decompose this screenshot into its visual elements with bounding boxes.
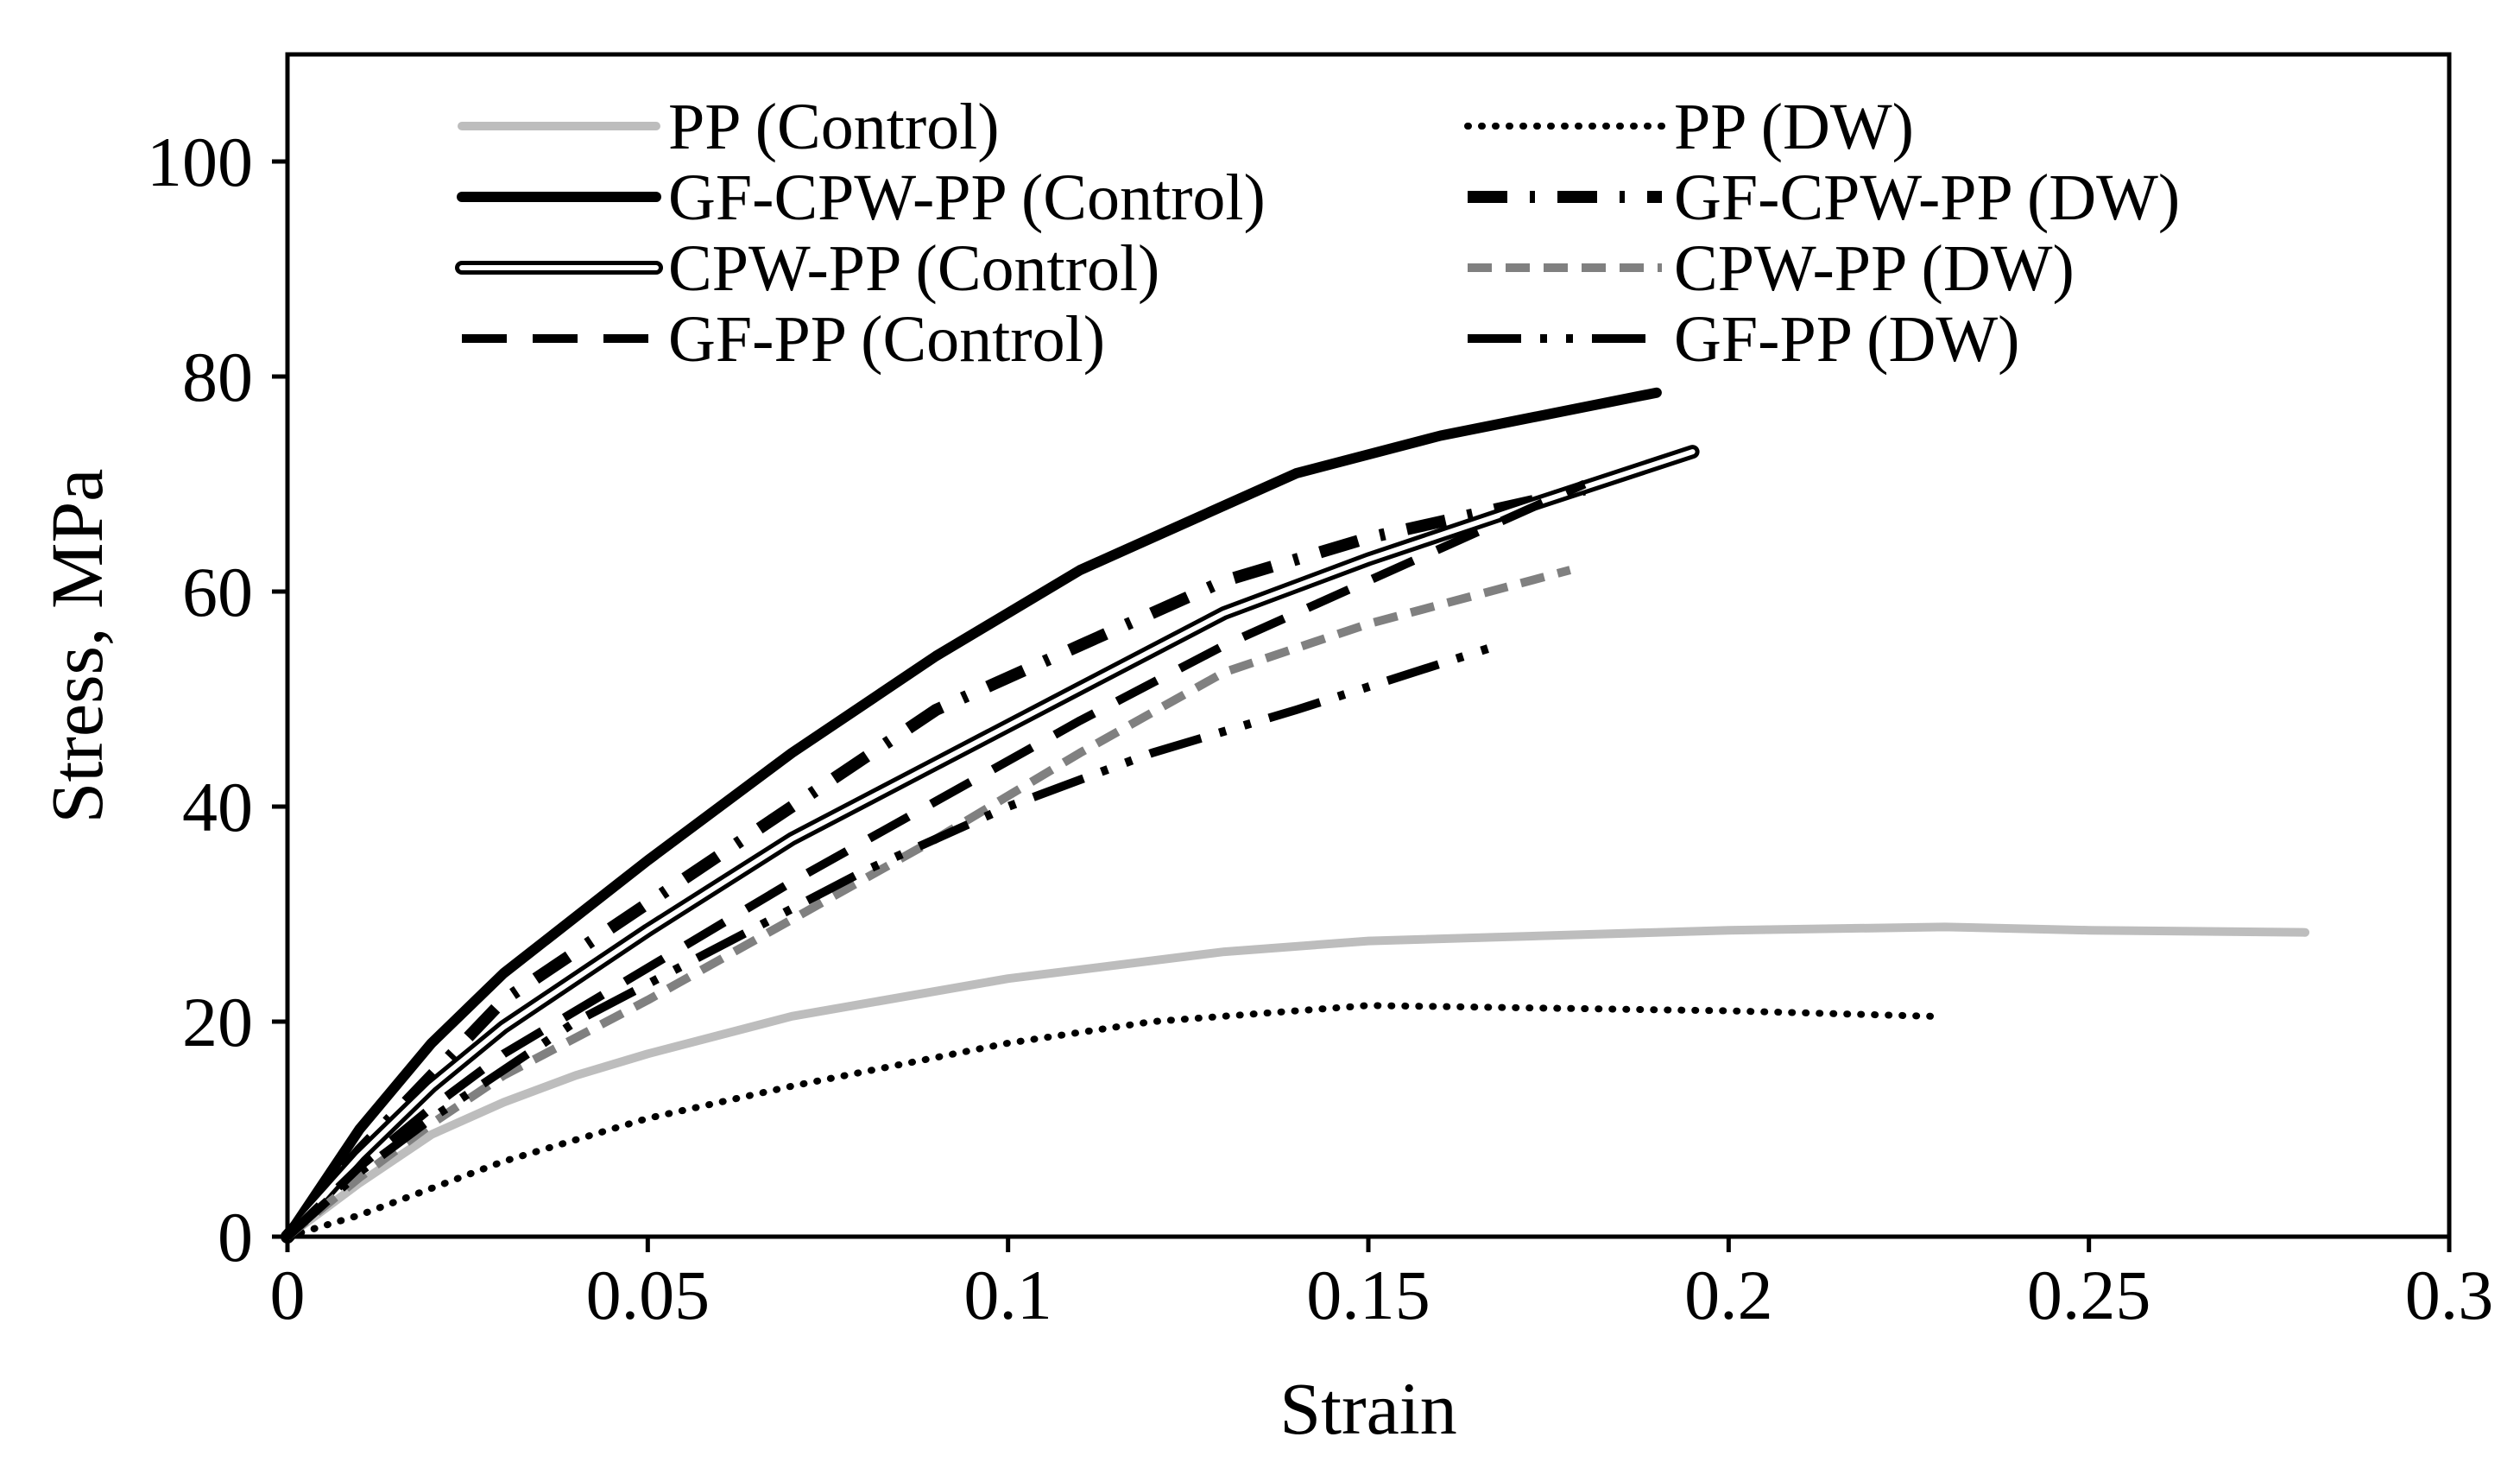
legend-label: GF-PP (Control) <box>668 303 1105 376</box>
legend-entry-gf-cpw-pp-control: GF-CPW-PP (Control) <box>457 161 1266 234</box>
legend-label: CPW-PP (DW) <box>1674 232 2075 305</box>
y-tick-label: 60 <box>182 553 253 631</box>
legend-entry-gf-cpw-pp-dw: GF-CPW-PP (DW) <box>1468 161 2180 234</box>
legend-entry-gf-pp-control: GF-PP (Control) <box>462 303 1105 376</box>
legend-entry-pp-control: PP (Control) <box>458 91 1000 163</box>
legend-label: PP (DW) <box>1674 91 1914 163</box>
y-tick-label: 40 <box>182 768 253 846</box>
series-gf-pp-control <box>284 479 1587 1240</box>
x-axis-title: Strain <box>1279 1367 1456 1450</box>
legend-label: GF-CPW-PP (Control) <box>668 161 1266 234</box>
series-line-gf-pp-dw <box>284 641 1500 1240</box>
x-axis: 0 0.05 0.1 0.15 0.2 0.25 0.3 <box>270 1237 2494 1334</box>
series-gf-cpw-pp-dw <box>282 483 1586 1241</box>
x-tick-label: 0.1 <box>963 1256 1052 1334</box>
legend-entry-gf-pp-dw: GF-PP (DW) <box>1468 303 2019 376</box>
y-tick-label: 20 <box>182 983 253 1061</box>
y-tick-label: 100 <box>147 123 253 201</box>
y-axis: 0 20 40 60 80 100 <box>147 123 287 1276</box>
legend: PP (Control) PP (DW) GF-CPW-PP (Control) GF… <box>455 91 2180 376</box>
series-line-pp-control <box>283 922 2310 1241</box>
series-line-gf-cpw-pp-control <box>282 387 1662 1242</box>
series-gf-cpw-pp-control <box>282 387 1662 1242</box>
legend-label: GF-PP (DW) <box>1674 303 2019 376</box>
x-tick-label: 0.3 <box>2405 1256 2494 1334</box>
series-layer <box>281 387 2310 1244</box>
series-line-gf-cpw-pp-dw <box>282 483 1586 1241</box>
series-cpw-pp-dw <box>284 566 1571 1240</box>
x-tick-label: 0.15 <box>1306 1256 1431 1334</box>
series-pp-dw <box>284 1002 1934 1240</box>
legend-entry-pp-dw: PP (DW) <box>1464 91 1914 163</box>
series-line-pp-dw <box>284 1002 1934 1240</box>
series-cpw-pp-control <box>281 445 1700 1244</box>
y-tick-label: 80 <box>182 338 253 416</box>
x-tick-label: 0.05 <box>586 1256 711 1334</box>
series-line-gf-pp-control <box>284 479 1587 1240</box>
legend-entry-cpw-pp-dw: CPW-PP (DW) <box>1468 232 2075 305</box>
legend-label: GF-CPW-PP (DW) <box>1674 161 2180 234</box>
x-tick-label: 0.2 <box>1684 1256 1773 1334</box>
series-gf-pp-dw <box>284 641 1500 1240</box>
y-axis-title: Stress, MPa <box>35 469 118 824</box>
legend-entry-cpw-pp-control: CPW-PP (Control) <box>455 232 1159 305</box>
series-line-cpw-pp-control <box>285 449 1696 1239</box>
series-pp-control <box>283 922 2310 1241</box>
legend-label: PP (Control) <box>668 91 1000 163</box>
x-tick-label: 0.25 <box>2027 1256 2151 1334</box>
series-line-cpw-pp-dw <box>284 566 1571 1240</box>
x-tick-label: 0 <box>270 1256 306 1334</box>
series-line-cpw-pp-control <box>281 445 1700 1244</box>
legend-label: CPW-PP (Control) <box>668 232 1159 305</box>
y-tick-label: 0 <box>218 1198 253 1276</box>
